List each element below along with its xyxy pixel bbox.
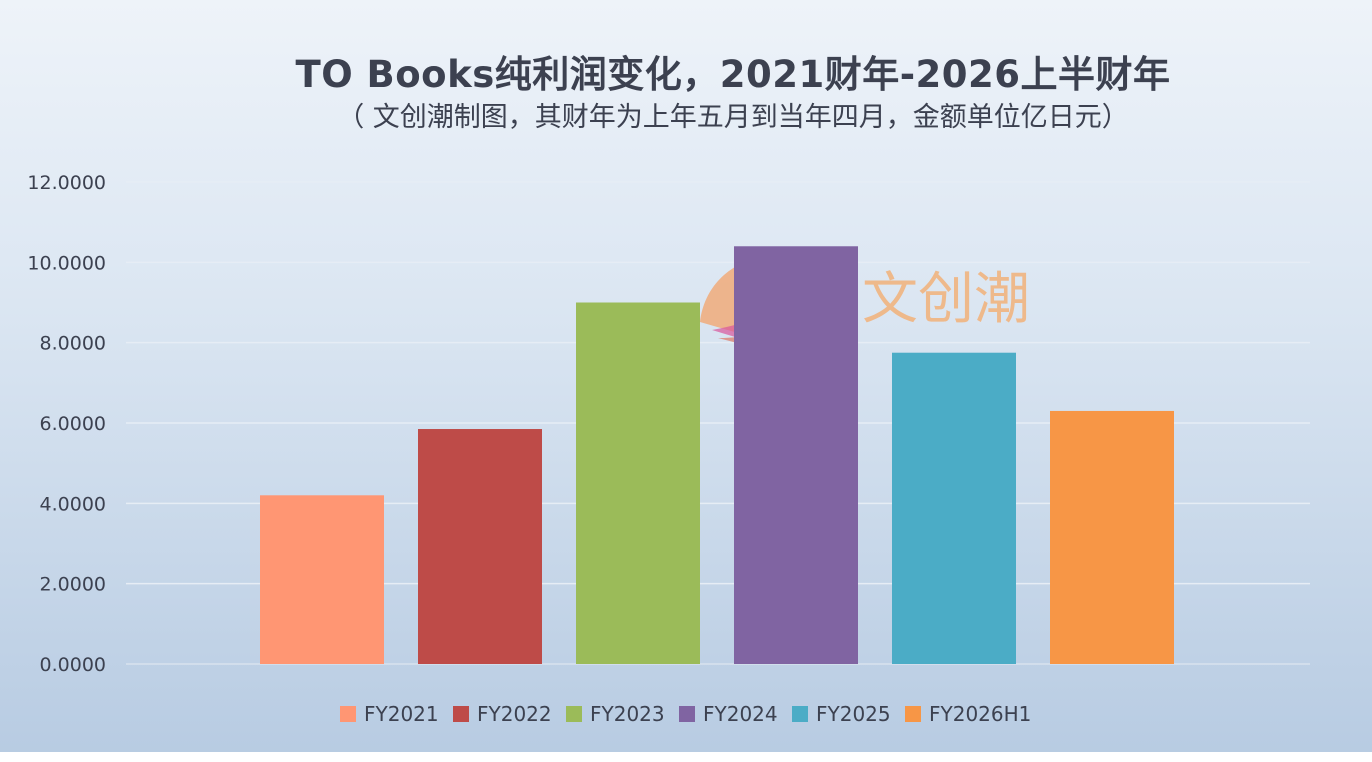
- chart-subtitle: （ 文创潮制图，其财年为上年五月到当年四月，金额单位亿日元）: [337, 102, 1129, 133]
- legend-item: FY2021: [340, 702, 439, 726]
- bars: [260, 246, 1174, 664]
- y-tick-label: 10.0000: [27, 252, 106, 274]
- bar-fy2023: [576, 302, 700, 664]
- bar-fy2025: [892, 352, 1016, 664]
- legend-label: FY2026H1: [929, 702, 1031, 726]
- legend-label: FY2022: [477, 702, 552, 726]
- legend-label: FY2024: [703, 702, 778, 726]
- y-tick-label: 8.0000: [40, 333, 106, 355]
- y-tick-label: 4.0000: [40, 493, 106, 515]
- legend-item: FY2022: [453, 702, 552, 726]
- legend-item: FY2025: [792, 702, 891, 726]
- legend: FY2021 FY2022 FY2023 FY2024 FY2025 FY2026H1: [340, 702, 1031, 726]
- legend-item: FY2023: [566, 702, 665, 726]
- legend-swatch: [792, 706, 808, 722]
- legend-swatch: [566, 706, 582, 722]
- y-tick-label: 12.0000: [27, 172, 106, 194]
- bottom-strip: [0, 752, 1372, 762]
- legend-swatch: [679, 706, 695, 722]
- bar-fy2024: [734, 246, 858, 664]
- y-tick-label: 2.0000: [40, 574, 106, 596]
- bar-fy2022: [418, 429, 542, 664]
- legend-item: FY2024: [679, 702, 778, 726]
- legend-label: FY2025: [816, 702, 891, 726]
- watermark-text: 文创潮: [862, 267, 1030, 332]
- y-axis-ticks: 0.0000 2.0000 4.0000 6.0000 8.0000 10.0000 12.…: [27, 172, 106, 676]
- legend-swatch: [453, 706, 469, 722]
- legend-label: FY2021: [364, 702, 439, 726]
- legend-swatch: [340, 706, 356, 722]
- legend-label: FY2023: [590, 702, 665, 726]
- legend-item: FY2026H1: [905, 702, 1031, 726]
- chart-title: TO Books纯利润变化，2021财年-2026上半财年: [295, 53, 1171, 96]
- legend-swatch: [905, 706, 921, 722]
- y-tick-label: 6.0000: [40, 413, 106, 435]
- y-tick-label: 0.0000: [40, 654, 106, 676]
- bar-fy2026h1: [1050, 410, 1174, 664]
- bar-fy2021: [260, 495, 384, 664]
